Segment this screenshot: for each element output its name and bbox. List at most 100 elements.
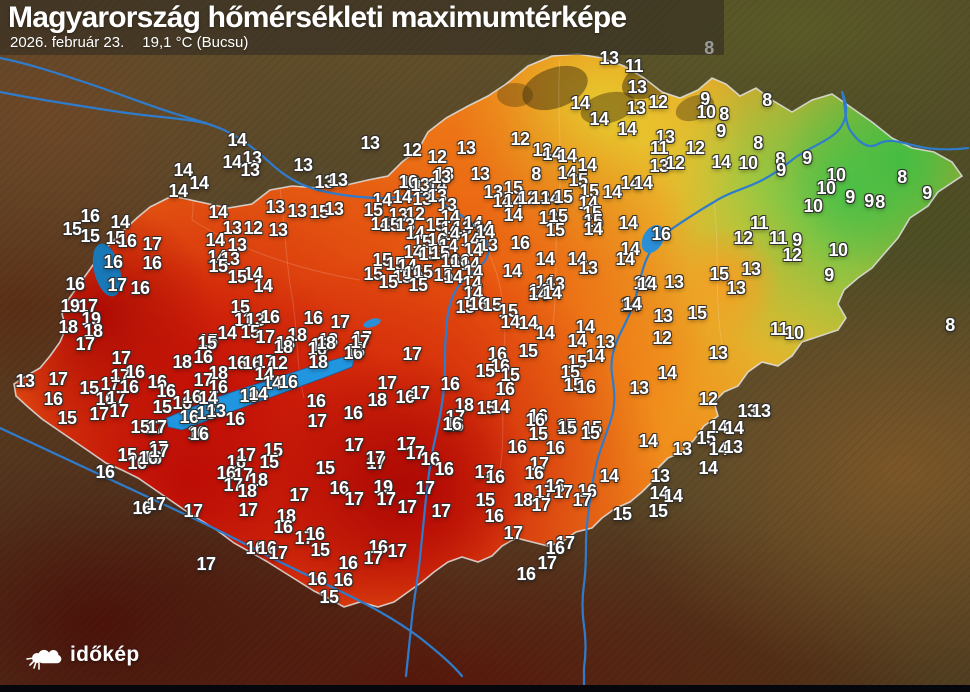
temp-label: 14 bbox=[205, 230, 225, 250]
temp-label: 11 bbox=[233, 310, 253, 330]
temp-label: 10 bbox=[828, 240, 848, 260]
temp-label: 16 bbox=[226, 452, 246, 472]
temp-label: 14 bbox=[460, 254, 480, 274]
cloud-sun-icon bbox=[26, 649, 62, 670]
temp-label: 17 bbox=[223, 475, 243, 495]
temp-label: 13 bbox=[434, 164, 454, 184]
temp-label: 15 bbox=[230, 297, 250, 317]
temp-label: 14 bbox=[198, 388, 218, 408]
temp-label: 14 bbox=[583, 219, 603, 239]
temp-label: 18 bbox=[172, 352, 192, 372]
temp-label: 15 bbox=[709, 264, 729, 284]
temp-label: 16 bbox=[468, 294, 488, 314]
temp-label: 14 bbox=[542, 283, 562, 303]
temp-label: 13 bbox=[538, 208, 558, 228]
temp-label: 14 bbox=[638, 431, 658, 451]
temp-label: 15 bbox=[363, 264, 383, 284]
temp-label: 13 bbox=[627, 77, 647, 97]
temp-label: 15 bbox=[378, 272, 398, 292]
temp-label: 14 bbox=[615, 249, 635, 269]
temp-label: 13 bbox=[530, 188, 550, 208]
temp-label: 15 bbox=[57, 408, 77, 428]
temp-label: 13 bbox=[293, 155, 313, 175]
temp-label: 14 bbox=[637, 274, 657, 294]
temp-label: 13 bbox=[287, 201, 307, 221]
temp-label: 14 bbox=[589, 109, 609, 129]
temp-label: 14 bbox=[370, 214, 390, 234]
temp-label: 12 bbox=[652, 328, 672, 348]
temp-label: 14 bbox=[473, 218, 493, 238]
temp-label: 13 bbox=[751, 401, 771, 421]
temp-label: 17 bbox=[376, 489, 396, 509]
temp-label: 13 bbox=[324, 199, 344, 219]
temp-label: 16 bbox=[577, 481, 597, 501]
temp-label: 13 bbox=[578, 258, 598, 278]
temp-label: 13 bbox=[227, 235, 247, 255]
temp-label: 17 bbox=[529, 454, 549, 474]
temp-label: 16 bbox=[343, 403, 363, 423]
temp-label: 16 bbox=[444, 415, 464, 435]
temp-label: 14 bbox=[397, 256, 417, 276]
temp-label: 11 bbox=[649, 138, 669, 158]
temp-label: 16 bbox=[338, 553, 358, 573]
temp-label: 16 bbox=[545, 538, 565, 558]
temp-label: 14 bbox=[503, 191, 523, 211]
temp-label: 16 bbox=[130, 278, 150, 298]
temp-label: 14 bbox=[492, 191, 512, 211]
temp-label: 16 bbox=[142, 253, 162, 273]
temp-label: 17 bbox=[531, 495, 551, 515]
temp-label: 16 bbox=[442, 414, 462, 434]
temp-label: 15 bbox=[475, 361, 495, 381]
temp-label: 15 bbox=[310, 540, 330, 560]
temp-label: 13 bbox=[629, 378, 649, 398]
temp-label: 15 bbox=[696, 428, 716, 448]
temp-label: 14 bbox=[542, 144, 562, 164]
max-value-text: 19,1 °C bbox=[142, 34, 193, 51]
temp-label: 14 bbox=[633, 273, 653, 293]
temp-label: 17 bbox=[431, 501, 451, 521]
temp-label: 16 bbox=[273, 517, 293, 537]
temp-label: 18 bbox=[454, 395, 474, 415]
temp-label: 13 bbox=[723, 437, 743, 457]
temp-label: 15 bbox=[518, 341, 538, 361]
temp-label: 13 bbox=[483, 182, 503, 202]
temp-label: 17 bbox=[255, 352, 275, 372]
temp-label: 10 bbox=[239, 386, 259, 406]
temp-label: 15 bbox=[500, 365, 520, 385]
temp-label: 12 bbox=[243, 218, 263, 238]
temp-label: 15 bbox=[528, 424, 548, 444]
temp-label: 12 bbox=[402, 140, 422, 160]
temp-label: 16 bbox=[156, 381, 176, 401]
lake-tisza bbox=[641, 224, 665, 254]
temp-label: 17 bbox=[89, 404, 109, 424]
temp-label: 14 bbox=[463, 262, 483, 282]
temp-label: 17 bbox=[307, 411, 327, 431]
temp-label: 17 bbox=[236, 445, 256, 465]
temp-label: 13 bbox=[360, 133, 380, 153]
temp-label: 16 bbox=[507, 437, 527, 457]
header-overlay: Magyarország hőmérsékleti maximumtérképe… bbox=[0, 0, 724, 55]
temp-label: 17 bbox=[233, 465, 253, 485]
temp-label: 16 bbox=[495, 379, 515, 399]
temp-label: 14 bbox=[440, 224, 460, 244]
temp-label: 18 bbox=[237, 481, 257, 501]
temp-label: 16 bbox=[510, 233, 530, 253]
temp-label: 13 bbox=[452, 218, 472, 238]
temp-label: 14 bbox=[575, 317, 595, 337]
temp-label: 16 bbox=[95, 462, 115, 482]
temp-label: 14 bbox=[557, 163, 577, 183]
temp-label: 14 bbox=[208, 202, 228, 222]
temp-label: 15 bbox=[567, 352, 587, 372]
temp-label: 14 bbox=[502, 261, 522, 281]
temp-label: 14 bbox=[724, 418, 744, 438]
temp-label: 16 bbox=[329, 478, 349, 498]
temp-label: 14 bbox=[633, 173, 653, 193]
temp-label: 16 bbox=[65, 274, 85, 294]
temp-label: 17 bbox=[268, 543, 288, 563]
temp-label: 14 bbox=[528, 284, 548, 304]
temp-label: 13 bbox=[545, 274, 565, 294]
temp-label: 15 bbox=[385, 254, 405, 274]
temp-label: 14 bbox=[570, 93, 590, 113]
temp-label: 15 bbox=[227, 267, 247, 287]
temp-label: 15 bbox=[612, 504, 632, 524]
